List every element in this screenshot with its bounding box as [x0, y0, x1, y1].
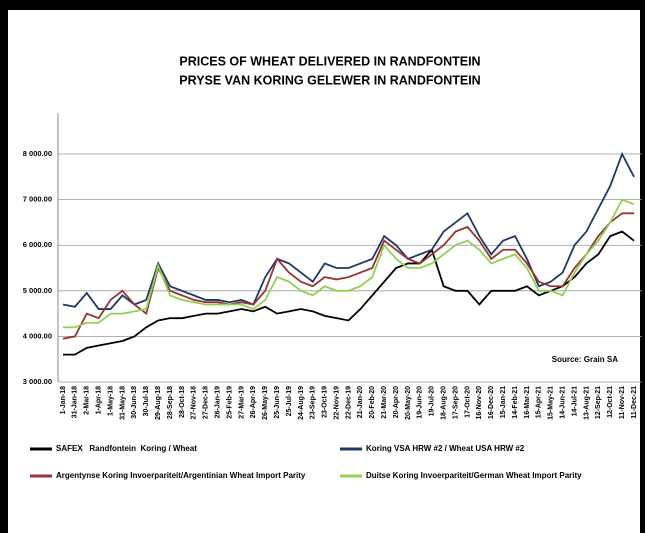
- x-tick-label: 2-Mar-18: [84, 386, 91, 415]
- x-tick-label: 17-Sep-20: [452, 386, 459, 419]
- legend-label: Duitse Koring Invoerpariteit/German Whea…: [366, 471, 582, 480]
- x-tick-label: 1-May-18: [107, 386, 114, 416]
- chart-title: PRICES OF WHEAT DELIVERED IN RANDFONTEIN: [179, 54, 480, 68]
- x-tick-label: 1-Apr-18: [96, 386, 103, 415]
- x-tick-label: 16-Mar-21: [524, 386, 531, 419]
- y-tick-label: 6 000.00: [23, 240, 52, 249]
- y-tick-label: 5 000.00: [23, 286, 52, 295]
- x-tick-label: 26-Apr-19: [250, 386, 257, 418]
- series-line: [63, 198, 635, 329]
- x-tick-label: 22-Nov-19: [333, 386, 340, 420]
- x-tick-label: 21-Mar-20: [381, 386, 388, 419]
- series-line: [63, 230, 635, 356]
- x-tick-label: 15-Apr-21: [536, 386, 543, 418]
- background: [8, 10, 640, 533]
- legend-label: Argentynse Koring Invoerpariteit/Argenti…: [56, 471, 306, 480]
- x-tick-label: 20-Apr-20: [393, 386, 400, 418]
- x-tick-label: 18-Aug-20: [441, 386, 448, 420]
- x-tick-label: 11-Dec-21: [631, 386, 638, 419]
- x-tick-label: 17-Oct-20: [464, 386, 471, 418]
- x-tick-label: 24-Aug-19: [298, 386, 305, 420]
- x-tick-label: 1-Jan-18: [60, 386, 67, 415]
- x-tick-label: 19-Jul-20: [429, 386, 436, 416]
- x-tick-label: 12-Oct-21: [607, 386, 614, 418]
- x-tick-label: 21-Jan-20: [357, 386, 364, 418]
- x-tick-label: 20-May-20: [405, 386, 412, 420]
- y-tick-label: 4 000.00: [23, 331, 52, 340]
- x-tick-label: 31-Jan-18: [72, 386, 79, 418]
- x-tick-label: 29-Aug-18: [155, 386, 162, 420]
- y-tick-label: 7 000.00: [23, 195, 52, 204]
- x-tick-label: 27-Nov-18: [191, 386, 198, 420]
- y-tick-label: 3 000.00: [23, 377, 52, 386]
- x-tick-label: 26-Jan-19: [214, 386, 221, 418]
- x-tick-label: 11-Nov-21: [619, 386, 626, 419]
- x-tick-label: 16-Nov-20: [476, 386, 483, 420]
- x-tick-label: 27-Mar-19: [238, 386, 245, 419]
- x-tick-label: 30-Jun-18: [131, 386, 138, 419]
- x-tick-label: 26-May-19: [262, 386, 269, 420]
- x-tick-label: 14-Feb-21: [512, 386, 519, 419]
- x-tick-label: 30-Jul-18: [143, 386, 150, 416]
- x-tick-label: 23-Oct-19: [322, 386, 329, 418]
- x-tick-label: 28-Sep-18: [167, 386, 174, 419]
- x-tick-label: 20-Feb-20: [369, 386, 376, 419]
- x-tick-label: 28-Oct-18: [179, 386, 186, 418]
- x-tick-label: 25-Jun-19: [274, 386, 281, 419]
- x-tick-label: 25-Feb-19: [226, 386, 233, 419]
- x-tick-label: 12-Sep-21: [595, 386, 602, 419]
- legend-label: Koring VSA HRW #2 / Wheat USA HRW #2: [366, 444, 525, 453]
- x-tick-label: 27-Dec-18: [203, 386, 210, 419]
- x-tick-label: 14-Jun-21: [559, 386, 566, 419]
- x-tick-label: 23-Sep-19: [310, 386, 317, 419]
- y-tick-label: 8 000.00: [23, 149, 52, 158]
- x-tick-label: 25-Jul-19: [286, 386, 293, 416]
- x-tick-label: 22-Dec-19: [345, 386, 352, 419]
- chart-subtitle: PRYSE VAN KORING GELEWER IN RANDFONTEIN: [179, 73, 480, 87]
- x-tick-label: 19-Jun-20: [417, 386, 424, 419]
- x-tick-label: 13-Aug-21: [583, 386, 590, 420]
- x-tick-label: 31-May-18: [119, 386, 126, 420]
- source-note: Source: Grain SA: [552, 355, 618, 364]
- x-tick-label: 16-Dec-20: [488, 386, 495, 419]
- x-tick-label: 15-May-21: [548, 386, 555, 420]
- x-tick-label: 14-Jul-21: [571, 386, 578, 416]
- x-tick-label: 15-Jan-21: [500, 386, 507, 418]
- legend-label: SAFEX Randfontein Koring / Wheat: [56, 444, 197, 453]
